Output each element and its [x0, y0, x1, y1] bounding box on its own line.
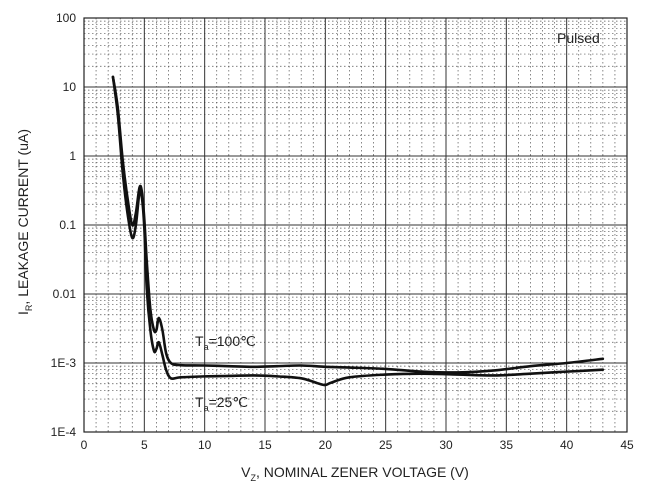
x-tick-label: 35: [500, 438, 514, 452]
t100-annotation: Ta=100℃: [195, 333, 256, 352]
pulsed-annotation: Pulsed: [557, 30, 600, 46]
y-axis-ticks: 100 10 1 0.1 0.01 1E-3 1E-4: [51, 11, 77, 439]
y-tick-label: 0.1: [59, 218, 76, 232]
y-tick-label: 1: [69, 149, 76, 163]
x-tick-label: 5: [141, 438, 148, 452]
x-axis-title: VZ, NOMINAL ZENER VOLTAGE (V): [241, 464, 469, 483]
y-tick-label: 0.01: [53, 287, 77, 301]
y-axis-title: IR, LEAKAGE CURRENT (uA): [15, 129, 34, 315]
x-tick-label: 40: [560, 438, 574, 452]
x-tick-label: 15: [258, 438, 272, 452]
x-axis-ticks: 0 5 10 15 20 25 30 35 40 45: [81, 438, 634, 452]
major-grid: [84, 18, 627, 432]
series-layer: [111, 75, 605, 387]
plot-frame: [83, 17, 628, 433]
series-line-t25: [111, 75, 605, 387]
x-tick-label: 10: [198, 438, 212, 452]
y-tick-label: 1E-3: [51, 356, 77, 370]
t25-annotation: Ta=25℃: [195, 394, 248, 413]
x-tick-label: 0: [81, 438, 88, 452]
x-tick-label: 30: [439, 438, 453, 452]
x-tick-label: 20: [319, 438, 333, 452]
y-tick-label: 10: [63, 80, 77, 94]
y-tick-label: 1E-4: [51, 425, 77, 439]
y-tick-label: 100: [56, 11, 76, 25]
x-tick-label: 25: [379, 438, 393, 452]
x-tick-label: 45: [620, 438, 634, 452]
